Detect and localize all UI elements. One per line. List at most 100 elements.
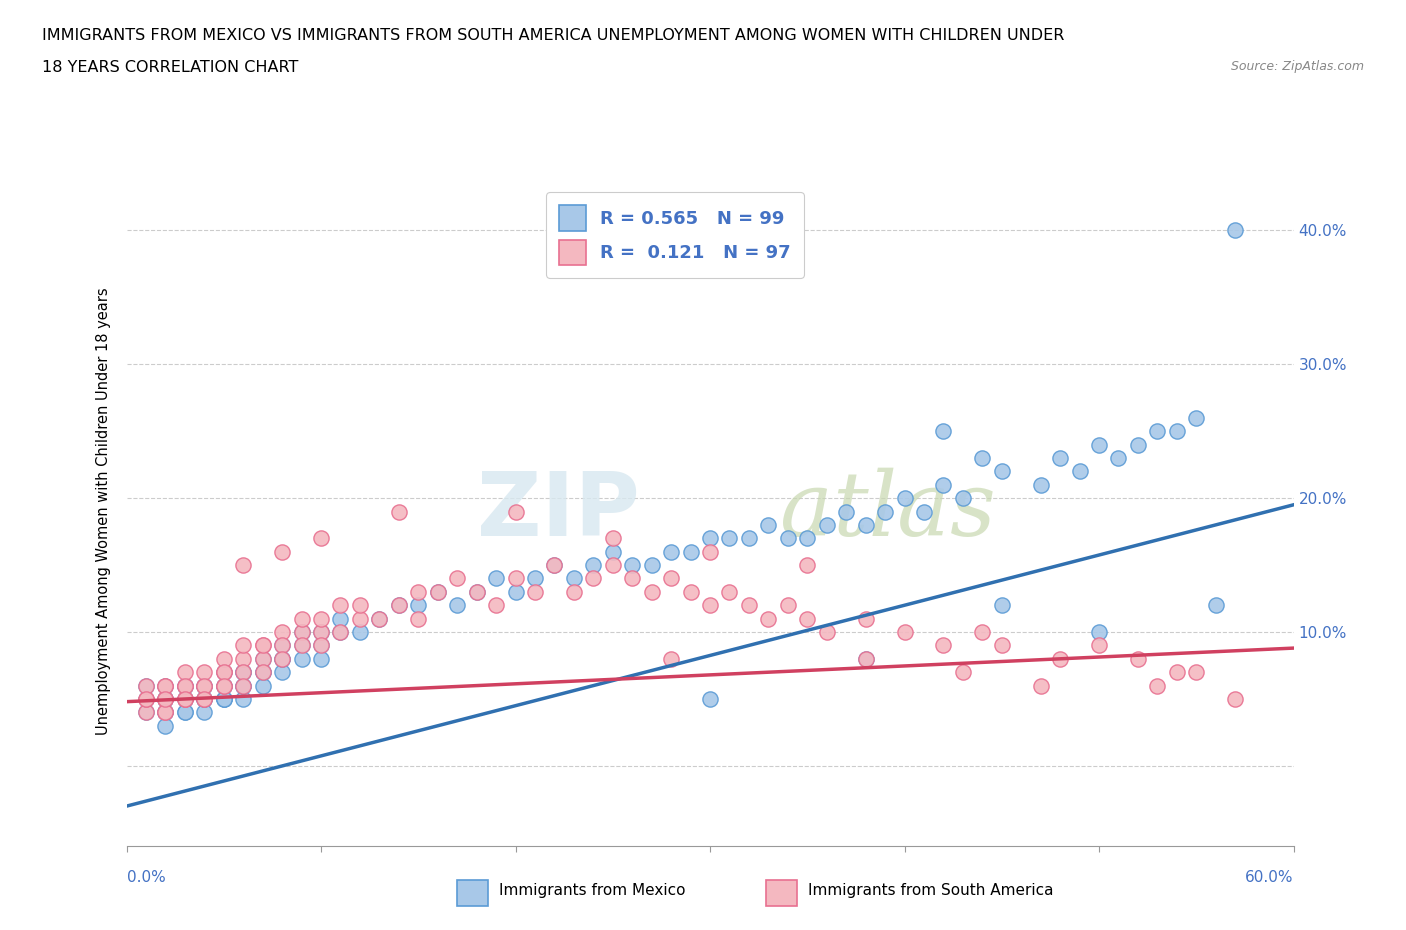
- Point: [232, 665, 254, 680]
- Point: [212, 678, 235, 693]
- Point: [1029, 678, 1052, 693]
- Point: [252, 665, 274, 680]
- Point: [252, 651, 274, 666]
- Point: [155, 678, 177, 693]
- Point: [155, 678, 177, 693]
- Point: [582, 558, 605, 573]
- Point: [699, 544, 721, 559]
- Point: [408, 598, 430, 613]
- Point: [952, 491, 974, 506]
- Point: [465, 584, 488, 599]
- Point: [193, 678, 215, 693]
- Point: [621, 558, 644, 573]
- Point: [543, 558, 565, 573]
- Point: [1146, 424, 1168, 439]
- Point: [193, 692, 215, 707]
- Point: [155, 718, 177, 733]
- Point: [155, 692, 177, 707]
- Text: ZIP: ZIP: [477, 468, 640, 555]
- Point: [212, 692, 235, 707]
- Point: [174, 692, 197, 707]
- Legend: R = 0.565   N = 99, R =  0.121   N = 97: R = 0.565 N = 99, R = 0.121 N = 97: [547, 193, 804, 278]
- Point: [1126, 651, 1149, 666]
- Point: [602, 558, 624, 573]
- Point: [193, 692, 215, 707]
- Point: [232, 692, 254, 707]
- Point: [271, 651, 294, 666]
- Point: [641, 584, 664, 599]
- Point: [135, 692, 157, 707]
- Point: [212, 678, 235, 693]
- Point: [756, 611, 779, 626]
- Point: [796, 531, 818, 546]
- Point: [155, 705, 177, 720]
- Point: [174, 692, 197, 707]
- Point: [135, 692, 157, 707]
- Point: [523, 584, 546, 599]
- Point: [1108, 450, 1130, 465]
- Point: [426, 584, 449, 599]
- Point: [621, 571, 644, 586]
- Point: [426, 584, 449, 599]
- Point: [796, 558, 818, 573]
- Point: [309, 531, 332, 546]
- Point: [155, 692, 177, 707]
- Y-axis label: Unemployment Among Women with Children Under 18 years: Unemployment Among Women with Children U…: [96, 287, 111, 736]
- Point: [290, 625, 312, 640]
- Point: [174, 692, 197, 707]
- Point: [776, 598, 799, 613]
- Point: [718, 584, 741, 599]
- Point: [1029, 477, 1052, 492]
- Point: [699, 531, 721, 546]
- Point: [271, 638, 294, 653]
- Point: [1166, 665, 1188, 680]
- Point: [855, 651, 877, 666]
- Point: [174, 678, 197, 693]
- Point: [718, 531, 741, 546]
- Point: [232, 665, 254, 680]
- Point: [212, 678, 235, 693]
- Point: [309, 625, 332, 640]
- Point: [855, 517, 877, 532]
- Point: [659, 571, 682, 586]
- Point: [155, 705, 177, 720]
- Point: [756, 517, 779, 532]
- Point: [1088, 638, 1111, 653]
- Point: [543, 558, 565, 573]
- Point: [290, 625, 312, 640]
- Text: Immigrants from Mexico: Immigrants from Mexico: [499, 884, 686, 898]
- Point: [329, 625, 352, 640]
- Point: [271, 651, 294, 666]
- Point: [252, 665, 274, 680]
- Point: [174, 705, 197, 720]
- Point: [135, 678, 157, 693]
- Point: [776, 531, 799, 546]
- Point: [659, 544, 682, 559]
- Point: [155, 678, 177, 693]
- Point: [1223, 223, 1246, 238]
- Point: [271, 544, 294, 559]
- Point: [155, 705, 177, 720]
- Point: [972, 450, 994, 465]
- Point: [193, 692, 215, 707]
- Point: [309, 625, 332, 640]
- Point: [155, 692, 177, 707]
- Point: [174, 692, 197, 707]
- Point: [193, 665, 215, 680]
- Point: [193, 678, 215, 693]
- Point: [329, 625, 352, 640]
- Text: IMMIGRANTS FROM MEXICO VS IMMIGRANTS FROM SOUTH AMERICA UNEMPLOYMENT AMONG WOMEN: IMMIGRANTS FROM MEXICO VS IMMIGRANTS FRO…: [42, 28, 1064, 43]
- Point: [893, 625, 915, 640]
- Point: [602, 544, 624, 559]
- Point: [174, 665, 197, 680]
- Point: [349, 625, 371, 640]
- Point: [232, 678, 254, 693]
- Text: 0.0%: 0.0%: [127, 870, 166, 884]
- Point: [523, 571, 546, 586]
- Point: [252, 651, 274, 666]
- Point: [232, 638, 254, 653]
- Point: [212, 678, 235, 693]
- Point: [835, 504, 858, 519]
- Point: [212, 665, 235, 680]
- Point: [815, 517, 838, 532]
